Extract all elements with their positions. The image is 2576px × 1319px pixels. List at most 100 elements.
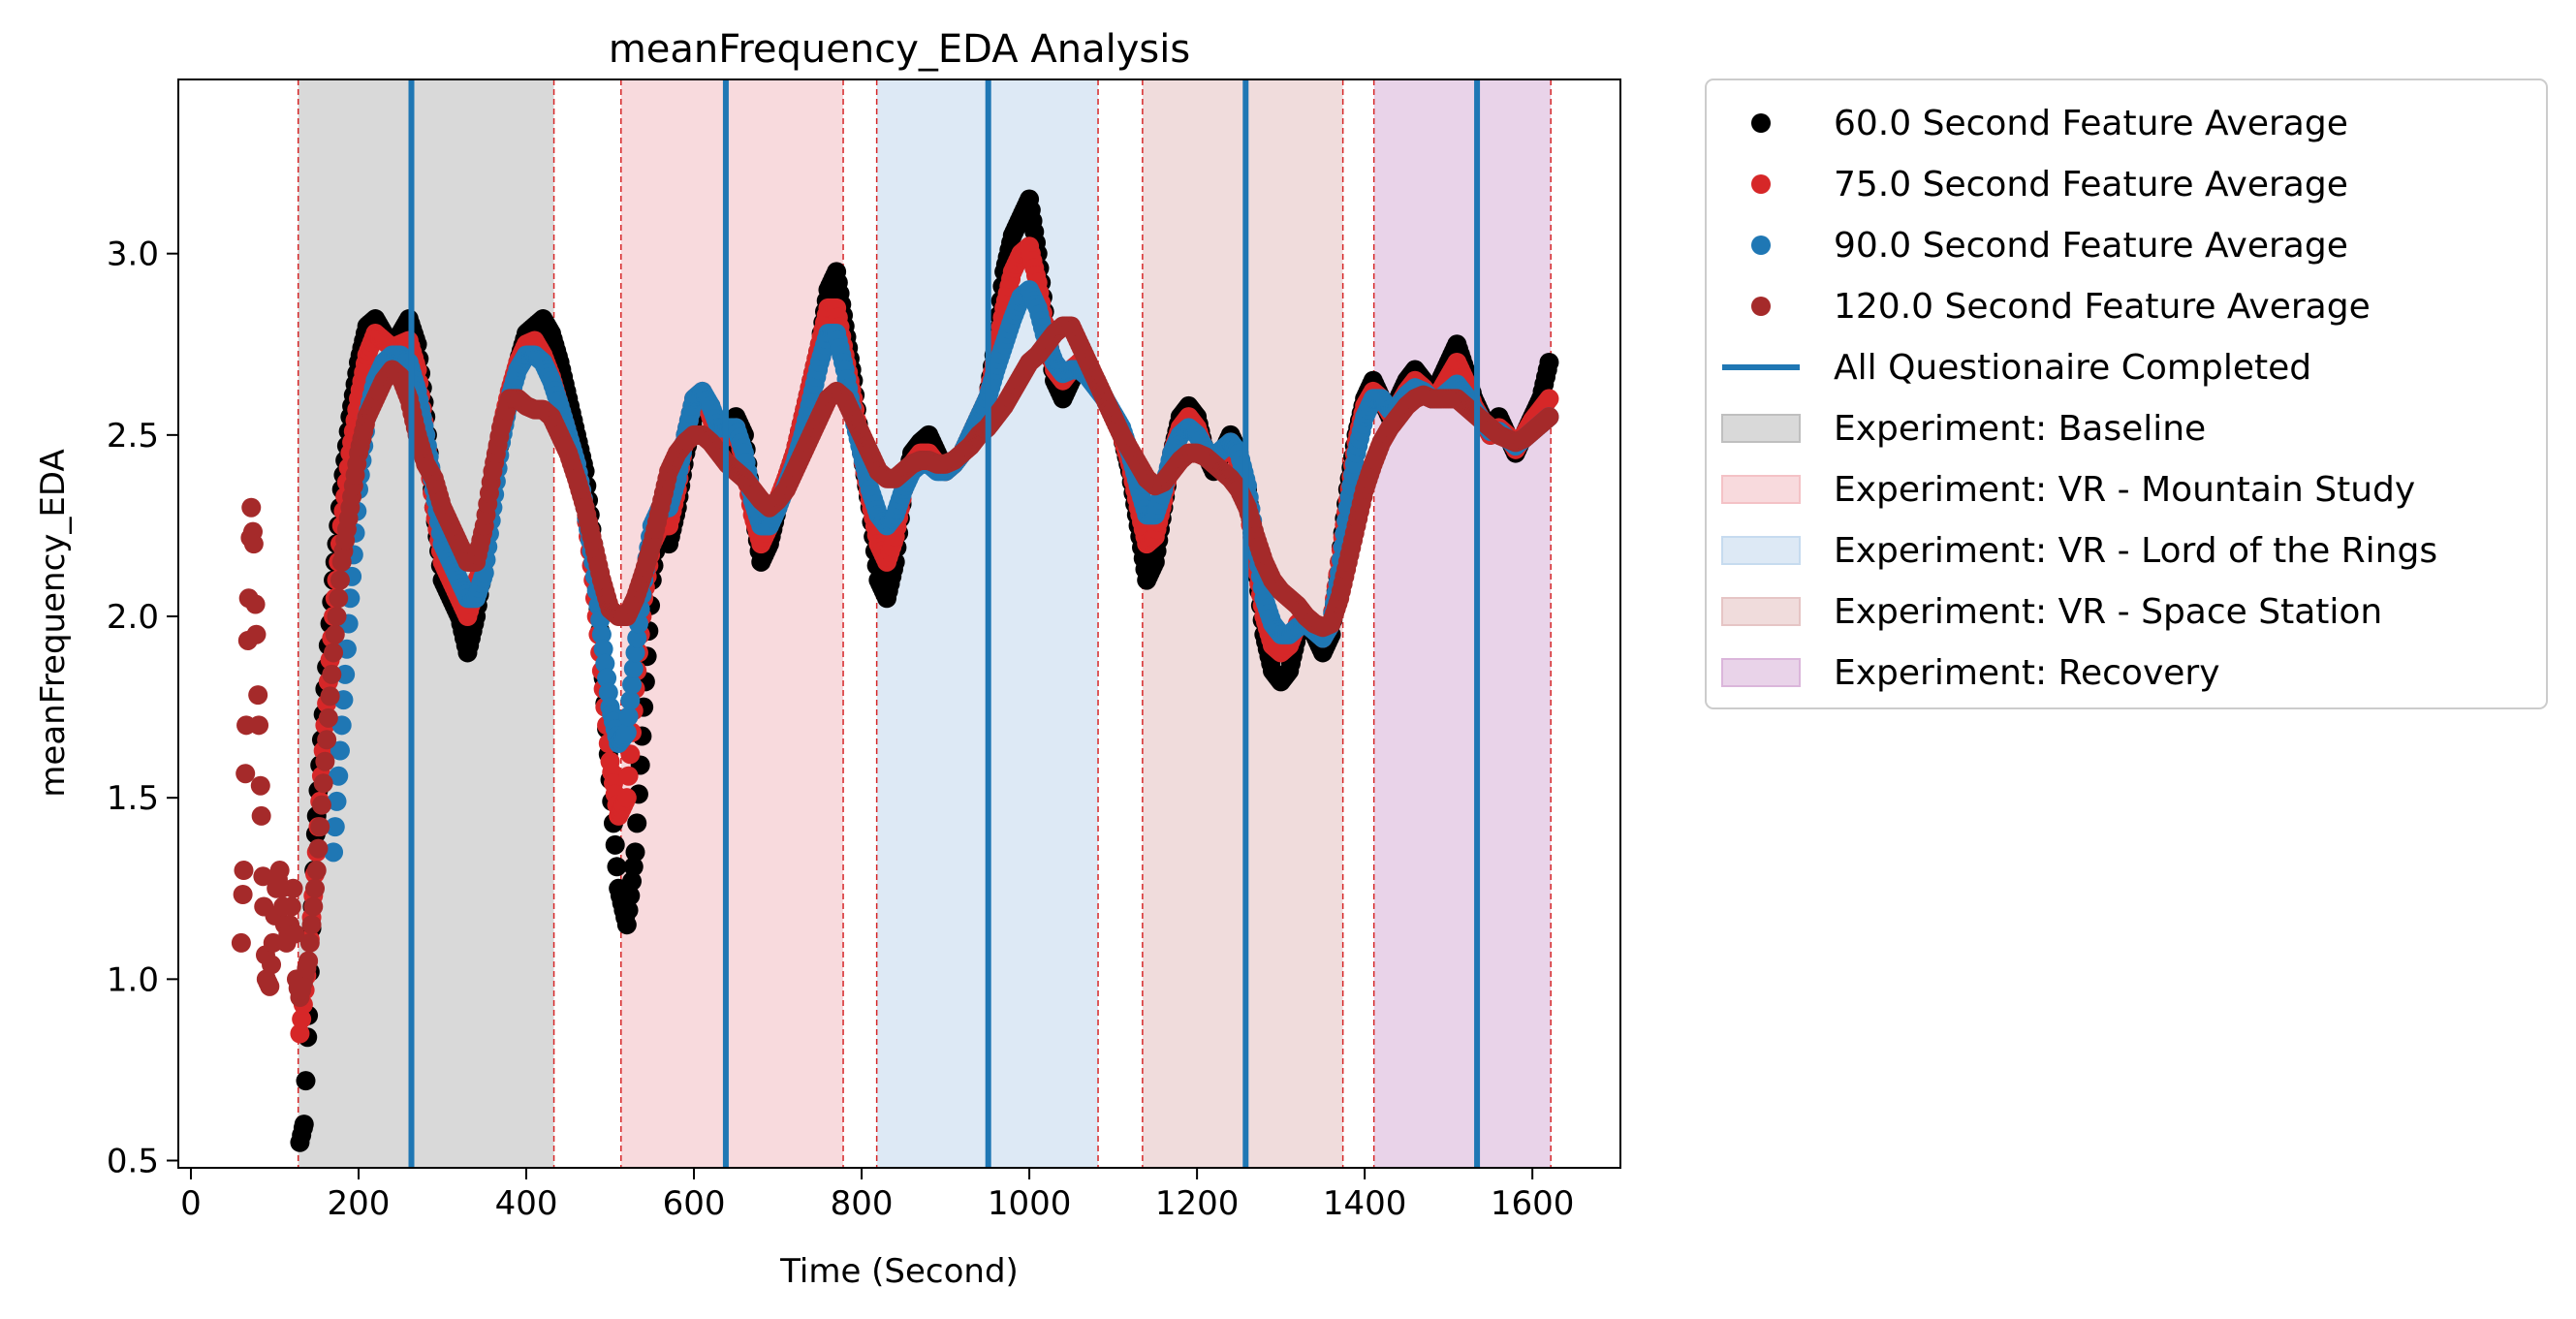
x-tick-label: 800 bbox=[831, 1184, 894, 1223]
data-point bbox=[620, 690, 641, 710]
y-tick-label: 2.5 bbox=[107, 417, 159, 455]
data-point bbox=[308, 838, 329, 859]
data-point bbox=[315, 751, 335, 771]
legend-label: All Questionaire Completed bbox=[1834, 348, 2311, 388]
data-point bbox=[616, 788, 637, 808]
data-point bbox=[1539, 352, 1559, 372]
phase-span bbox=[1373, 79, 1552, 1168]
legend-label: Experiment: VR - Space Station bbox=[1834, 592, 2382, 632]
data-point bbox=[246, 624, 267, 644]
legend-marker bbox=[1751, 174, 1771, 194]
legend-marker bbox=[1751, 113, 1771, 133]
legend-frame bbox=[1705, 79, 2548, 709]
data-point bbox=[330, 740, 350, 761]
data-point bbox=[294, 1115, 314, 1135]
data-point bbox=[625, 842, 645, 863]
data-point bbox=[234, 861, 254, 881]
legend-marker bbox=[1751, 297, 1771, 316]
data-point bbox=[241, 497, 262, 518]
legend-label: Experiment: Baseline bbox=[1834, 409, 2206, 449]
data-point bbox=[335, 664, 356, 684]
data-point bbox=[233, 885, 253, 905]
legend-label: 75.0 Second Feature Average bbox=[1834, 165, 2348, 204]
data-point bbox=[324, 643, 344, 663]
x-tick-label: 1600 bbox=[1491, 1184, 1575, 1223]
data-point bbox=[627, 813, 647, 833]
data-point bbox=[320, 686, 340, 707]
y-tick-label: 2.0 bbox=[107, 598, 159, 637]
legend-patch bbox=[1721, 475, 1801, 504]
data-point bbox=[607, 857, 627, 877]
legend-label: Experiment: VR - Mountain Study bbox=[1834, 470, 2415, 510]
x-axis-ticks: 0 200 400 600 800 1000 1200 1400 1600 bbox=[180, 1168, 1574, 1223]
plot-frame bbox=[177, 79, 1621, 1169]
x-tick-label: 400 bbox=[495, 1184, 558, 1223]
data-point bbox=[306, 861, 327, 881]
legend-patch bbox=[1721, 597, 1801, 626]
data-point bbox=[618, 707, 639, 727]
data-point bbox=[593, 639, 613, 659]
data-point bbox=[303, 896, 324, 917]
legend-marker bbox=[1751, 236, 1771, 255]
data-point bbox=[298, 951, 319, 971]
legend-patch bbox=[1721, 536, 1801, 565]
data-point bbox=[329, 588, 349, 609]
data-point bbox=[1539, 407, 1559, 427]
data-point bbox=[281, 896, 301, 917]
y-axis-ticks: 0.5 1.0 1.5 2.0 2.5 3.0 bbox=[107, 236, 178, 1181]
data-point bbox=[616, 722, 637, 742]
series-group bbox=[231, 316, 1559, 1008]
data-point bbox=[290, 1023, 310, 1044]
data-point bbox=[283, 878, 303, 898]
chart-title: meanFrequency_EDA Analysis bbox=[609, 27, 1190, 72]
data-point bbox=[598, 682, 618, 703]
y-tick-label: 3.0 bbox=[107, 236, 159, 274]
phase-span bbox=[620, 79, 844, 1168]
data-point bbox=[296, 1071, 316, 1091]
y-tick-label: 1.5 bbox=[107, 779, 159, 818]
x-tick-label: 1200 bbox=[1155, 1184, 1240, 1223]
data-point bbox=[605, 834, 625, 855]
x-tick-label: 600 bbox=[663, 1184, 726, 1223]
data-point bbox=[325, 624, 345, 644]
legend-patch bbox=[1721, 414, 1801, 443]
data-point bbox=[236, 764, 256, 784]
data-point bbox=[310, 817, 330, 837]
legend-label: Experiment: Recovery bbox=[1834, 653, 2220, 693]
x-tick-label: 0 bbox=[180, 1184, 202, 1223]
data-point bbox=[620, 886, 641, 906]
legend-label: Experiment: VR - Lord of the Rings bbox=[1834, 531, 2437, 571]
data-point bbox=[622, 871, 643, 892]
y-axis-label: meanFrequency_EDA bbox=[34, 449, 73, 797]
data-point bbox=[231, 932, 251, 953]
data-point bbox=[324, 842, 344, 863]
data-point bbox=[618, 900, 639, 921]
data-point bbox=[249, 715, 269, 736]
data-point bbox=[248, 685, 268, 706]
data-point bbox=[260, 976, 280, 996]
data-point bbox=[317, 730, 337, 750]
data-point bbox=[1539, 389, 1559, 409]
data-point bbox=[285, 924, 305, 944]
data-point bbox=[250, 775, 270, 796]
data-point bbox=[618, 766, 639, 786]
data-point bbox=[318, 707, 338, 728]
data-point bbox=[243, 534, 264, 554]
data-point bbox=[327, 607, 347, 627]
data-point bbox=[625, 643, 645, 663]
data-point bbox=[245, 594, 266, 614]
data-point bbox=[263, 932, 283, 953]
data-point bbox=[325, 817, 345, 837]
legend-label: 90.0 Second Feature Average bbox=[1834, 226, 2348, 266]
data-point bbox=[623, 857, 644, 877]
data-point bbox=[269, 861, 290, 881]
data-point bbox=[623, 658, 644, 678]
data-point bbox=[251, 805, 271, 826]
data-point bbox=[327, 791, 347, 811]
data-point bbox=[329, 766, 349, 786]
data-point bbox=[595, 653, 615, 674]
data-point bbox=[627, 628, 647, 648]
data-point bbox=[262, 955, 282, 975]
data-point bbox=[322, 664, 342, 684]
